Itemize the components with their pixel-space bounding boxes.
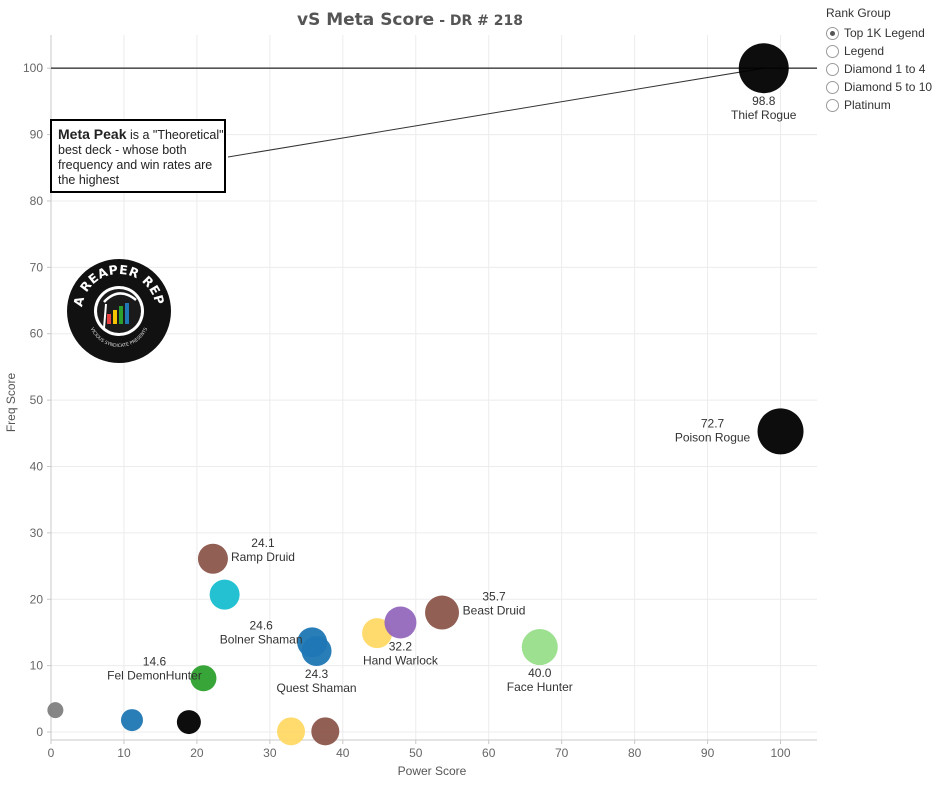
deck-point-hand-warlock bbox=[384, 606, 417, 639]
deck-point-13 bbox=[47, 702, 64, 719]
deck-point-14 bbox=[277, 717, 306, 746]
rank-option-label: Diamond 5 to 10 bbox=[844, 80, 933, 94]
deck-name-label: Fel DemonHunter bbox=[107, 668, 202, 682]
meta-peak-annotation: Meta Peak is a "Theoretical" best deck -… bbox=[50, 119, 226, 193]
deck-point-12 bbox=[176, 710, 201, 735]
radio-icon[interactable] bbox=[826, 26, 839, 40]
data-reaper-report-logo-icon: DATA REAPER REPORT VICIOUS SYNDICATE PRE… bbox=[66, 258, 171, 363]
scatter-plot: 0 10 20 30 40 50 60 70 80 90 100 0 10 20 30 40 50 60 70 80 9… bbox=[4, 35, 817, 778]
deck-score-label: 32.2 bbox=[389, 640, 413, 654]
y-tick-label: 90 bbox=[30, 128, 44, 142]
x-tick-label: 90 bbox=[701, 746, 715, 760]
deck-score-label: 14.6 bbox=[143, 654, 167, 668]
deck-score-label: 24.1 bbox=[251, 536, 275, 550]
y-tick-label: 80 bbox=[30, 194, 44, 208]
deck-point-quest-shaman bbox=[301, 636, 332, 667]
annotation-connector-line bbox=[227, 67, 764, 158]
deck-point-15 bbox=[311, 717, 340, 746]
deck-score-label: 24.3 bbox=[305, 667, 329, 681]
y-tick-label: 20 bbox=[30, 592, 44, 606]
rank-option-label: Diamond 1 to 4 bbox=[844, 62, 926, 76]
x-tick-label: 40 bbox=[336, 746, 350, 760]
chart-title: vS Meta Score - DR # 218 bbox=[0, 10, 820, 30]
x-tick-label: 20 bbox=[190, 746, 204, 760]
deck-point-poison-rogue bbox=[757, 408, 804, 455]
deck-name-label: Quest Shaman bbox=[277, 681, 357, 695]
rank-option-diamond-5-to-10[interactable]: Diamond 5 to 10 bbox=[826, 78, 946, 96]
deck-point-6 bbox=[362, 618, 393, 649]
legend-title: Rank Group bbox=[826, 6, 891, 20]
x-axis-title: Power Score bbox=[398, 764, 467, 778]
deck-name-label: Face Hunter bbox=[507, 680, 573, 694]
x-tick-label: 50 bbox=[409, 746, 423, 760]
deck-point-fel-demonhunter bbox=[190, 665, 217, 692]
radio-icon[interactable] bbox=[826, 44, 839, 58]
annotation-body-text: is a "Theoretical" best deck - whose bot… bbox=[58, 128, 224, 187]
x-tick-label: 0 bbox=[48, 746, 55, 760]
deck-point-11 bbox=[120, 709, 143, 732]
y-tick-label: 30 bbox=[30, 526, 44, 540]
deck-point-thief-rogue bbox=[738, 43, 789, 94]
deck-name-label: Thief Rogue bbox=[731, 108, 797, 122]
radio-icon[interactable] bbox=[826, 80, 839, 94]
radio-icon[interactable] bbox=[826, 62, 839, 76]
deck-score-label: 72.7 bbox=[701, 416, 725, 430]
annotation-bold-text: Meta Peak bbox=[58, 126, 127, 142]
deck-name-label: Poison Rogue bbox=[675, 430, 751, 444]
deck-name-label: Beast Druid bbox=[463, 604, 526, 618]
y-tick-label: 60 bbox=[30, 327, 44, 341]
rank-group-legend: Rank Group Top 1K Legend Legend Diamond 1 … bbox=[826, 6, 946, 114]
x-tick-label: 70 bbox=[555, 746, 569, 760]
deck-name-label: Ramp Druid bbox=[231, 550, 295, 564]
rank-option-legend[interactable]: Legend bbox=[826, 42, 946, 60]
y-axis-title: Freq Score bbox=[4, 372, 18, 432]
y-tick-label: 70 bbox=[30, 260, 44, 274]
deck-name-label: Hand Warlock bbox=[363, 654, 439, 668]
rank-option-label: Platinum bbox=[844, 98, 891, 112]
deck-score-label: 35.7 bbox=[482, 590, 506, 604]
deck-score-label: 40.0 bbox=[528, 666, 552, 680]
rank-option-platinum[interactable]: Platinum bbox=[826, 96, 946, 114]
deck-name-label: Bolner Shaman bbox=[220, 632, 303, 646]
radio-icon[interactable] bbox=[826, 98, 839, 112]
y-tick-label: 40 bbox=[30, 459, 44, 473]
x-tick-label: 60 bbox=[482, 746, 496, 760]
deck-point-ramp-druid bbox=[197, 543, 228, 574]
x-tick-label: 30 bbox=[263, 746, 277, 760]
chart-title-sub: - DR # 218 bbox=[439, 13, 523, 29]
x-tick-label: 80 bbox=[628, 746, 642, 760]
x-tick-label: 100 bbox=[771, 746, 791, 760]
y-tick-label: 0 bbox=[36, 725, 43, 739]
y-tick-label: 10 bbox=[30, 659, 44, 673]
deck-score-label: 24.6 bbox=[249, 618, 273, 632]
deck-point-3 bbox=[209, 579, 240, 610]
rank-option-top-1k-legend[interactable]: Top 1K Legend bbox=[826, 24, 946, 42]
rank-option-label: Top 1K Legend bbox=[844, 26, 925, 40]
rank-option-diamond-1-to-4[interactable]: Diamond 1 to 4 bbox=[826, 60, 946, 78]
y-tick-label: 100 bbox=[23, 61, 43, 75]
x-tick-label: 10 bbox=[117, 746, 131, 760]
chart-title-main: vS Meta Score bbox=[296, 10, 435, 30]
rank-option-label: Legend bbox=[844, 44, 885, 58]
y-tick-label: 50 bbox=[30, 393, 44, 407]
deck-point-face-hunter bbox=[521, 629, 558, 666]
deck-point-beast-druid bbox=[425, 595, 460, 630]
deck-score-label: 98.8 bbox=[752, 94, 776, 108]
